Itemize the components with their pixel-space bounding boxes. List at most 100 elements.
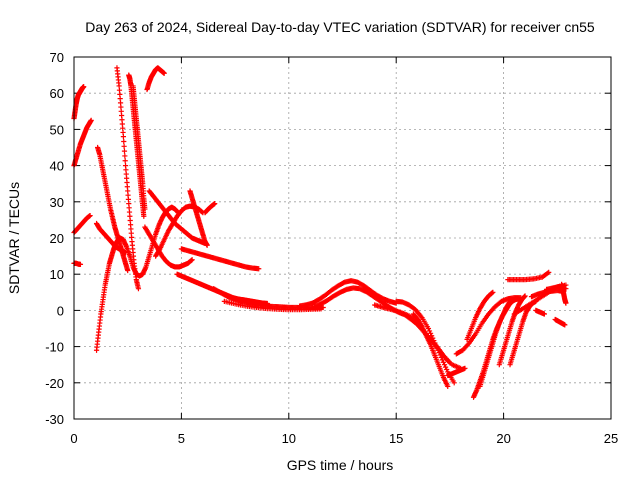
data-point [81,84,87,90]
y-tick-label: 60 [50,86,64,101]
series-track-17 [202,201,218,216]
series-track-36 [558,281,569,306]
data-point [444,366,450,373]
data-point [432,340,438,346]
y-tick-label: -10 [45,340,64,355]
series-track-7 [93,220,129,256]
series-track-1 [71,84,87,122]
series-track-37 [552,316,568,328]
data-point [451,380,457,386]
y-tick-label: 10 [50,267,64,282]
data-point [121,138,127,145]
data-point [441,362,448,368]
series-track-30 [496,293,528,368]
data-point [489,290,495,296]
data-point [430,335,436,341]
series-track-13 [142,224,195,270]
y-axis-label: SDTVAR / TECUs [6,182,22,294]
grid [74,57,611,419]
x-tick-label: 20 [496,431,510,446]
data-point [546,269,552,275]
y-tick-label: 0 [57,303,64,318]
series-track-25 [410,311,451,390]
y-tick-label: -30 [45,412,64,427]
data-point [439,357,445,363]
data-point [427,330,434,336]
data-point [490,289,496,295]
data-point [125,267,131,274]
x-tick-label: 10 [282,431,296,446]
series-track-24 [393,298,457,386]
data-point [426,328,433,334]
data-point [77,261,84,268]
series-track-39 [533,307,548,317]
series-track-15 [187,188,210,248]
series-track-16 [178,246,262,272]
series-track-2 [71,117,94,169]
data-point [431,337,437,344]
series-track-34 [505,269,552,283]
data-point [563,300,569,306]
data-point [443,364,449,370]
series-track-5 [93,204,181,353]
data-point [161,70,167,76]
x-axis-label: GPS time / hours [287,457,394,473]
y-tick-label: -20 [45,376,64,391]
data-point [188,257,195,263]
y-tick-label: 30 [50,195,64,210]
data-point [440,359,447,365]
data-point [88,117,94,123]
data-point [541,311,548,317]
y-tick-label: 40 [50,159,64,174]
data-point [433,342,439,348]
axis-ticks: 0 5 10 15 20 25 -30 -20 -10 0 10 20 30 40 50 60 70 [45,50,618,446]
data-point [437,352,443,358]
data-point [122,158,128,164]
data-point [256,266,262,272]
series-track-10 [130,83,148,212]
x-tick-label: 5 [178,431,185,446]
data-point [142,206,148,212]
data-point [545,270,551,276]
data-point [318,306,324,312]
data-point [122,153,128,159]
data-point [445,383,451,390]
data-point [438,354,444,361]
data-point [120,134,127,140]
data-point [122,249,129,256]
series-track-8 [114,65,142,292]
data-point [462,365,468,371]
data-point [425,325,432,332]
data-point [429,333,435,339]
data-point [212,201,218,207]
series-track-4 [71,260,84,268]
x-tick-label: 25 [604,431,618,446]
data-point [522,293,528,299]
data-points [71,65,569,400]
series-track-3 [71,212,93,236]
series-track-29 [464,289,496,342]
y-tick-label: 20 [50,231,64,246]
series-track-38 [445,365,468,379]
chart-title: Day 263 of 2024, Sidereal Day-to-day VTE… [85,19,595,35]
y-tick-label: 50 [50,122,64,137]
data-point [436,350,442,356]
series-track-22 [311,285,453,366]
data-point [435,347,441,353]
data-point [562,322,568,328]
plot-frame [73,56,612,420]
data-point [434,345,440,351]
data-point [204,242,210,248]
series-track-28 [453,295,524,357]
y-tick-label: 70 [50,50,64,65]
series-track-6 [95,144,131,274]
data-point [121,148,128,154]
series-track-27 [477,296,515,390]
data-point [121,143,127,149]
data-point [189,257,195,263]
data-point [87,212,93,219]
x-tick-label: 15 [389,431,403,446]
data-point [135,286,142,292]
x-tick-label: 0 [70,431,77,446]
